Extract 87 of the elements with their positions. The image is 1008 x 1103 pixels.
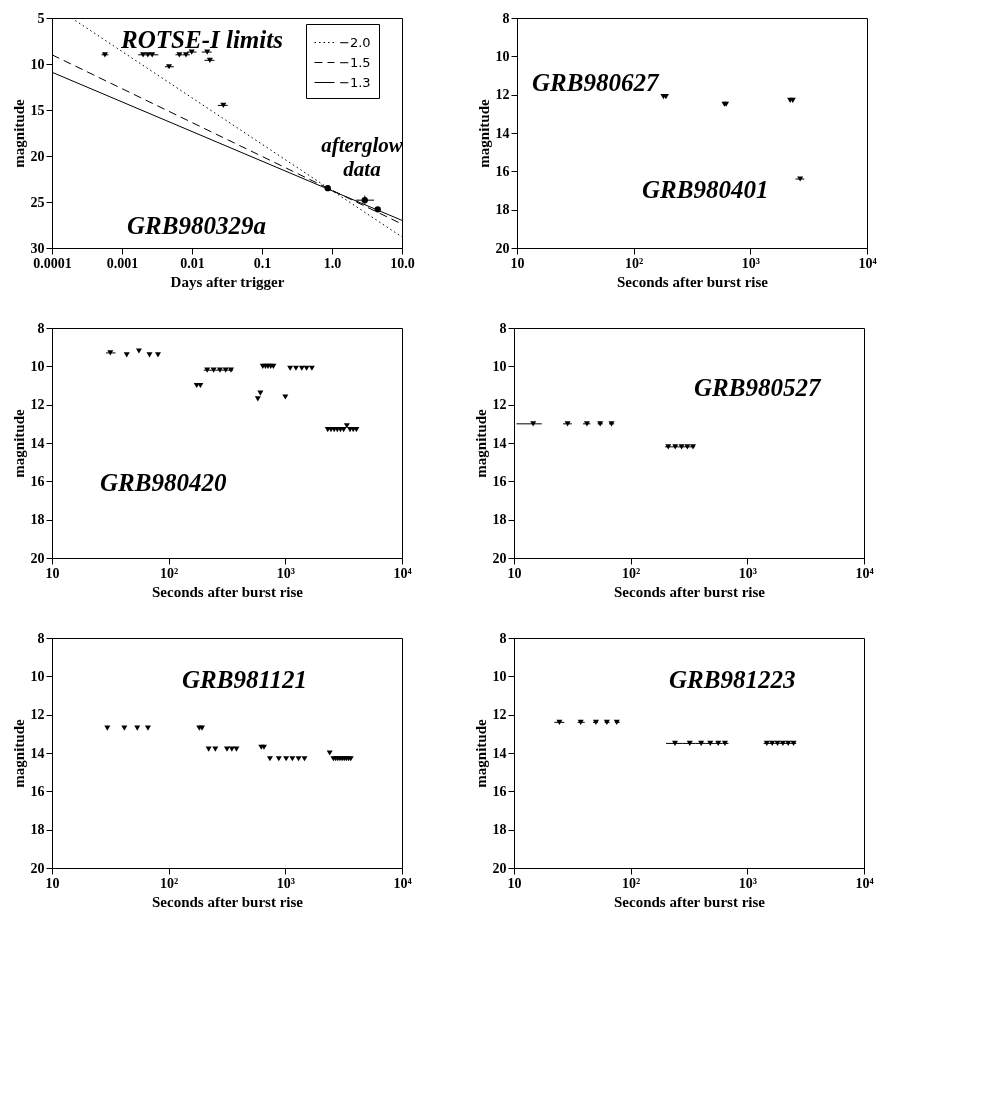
- y-tick-label: 20: [30, 550, 45, 566]
- x-tick-label: 10³: [276, 565, 295, 581]
- x-tick-label: 0.01: [180, 255, 205, 271]
- x-tick-label: 10⁴: [393, 875, 413, 891]
- x-tick-label: 0.001: [106, 255, 139, 271]
- x-tick-label: 10⁴: [858, 255, 878, 271]
- series-label: afterglow data: [321, 133, 404, 181]
- x-tick-label: 10³: [738, 875, 757, 891]
- x-axis-title: Seconds after burst rise: [614, 893, 766, 910]
- y-tick-label: 25: [30, 194, 45, 210]
- series-label: GRB980627: [532, 69, 660, 96]
- x-tick-label: 10⁴: [393, 565, 413, 581]
- y-tick-label: 20: [495, 240, 510, 256]
- text: GRB980420: [100, 469, 227, 496]
- legend-label: −1.3: [339, 74, 371, 90]
- series-label: ROTSE-I limits: [120, 26, 283, 53]
- x-tick-label: 10³: [738, 565, 757, 581]
- y-axis-title: magnitude: [10, 408, 27, 478]
- y-tick-label: 16: [492, 783, 507, 799]
- y-tick-label: 18: [30, 822, 45, 838]
- y-tick-label: 14: [30, 745, 45, 761]
- y-tick-label: 8: [499, 320, 507, 336]
- y-tick-label: 8: [37, 630, 45, 646]
- y-tick-label: 18: [492, 512, 507, 528]
- y-tick-label: 18: [495, 202, 510, 218]
- y-tick-label: 18: [30, 512, 45, 528]
- y-tick-label: 12: [492, 397, 507, 413]
- x-tick-label: 10.0: [390, 255, 415, 271]
- x-tick-label: 10²: [160, 875, 179, 891]
- y-tick-label: 14: [492, 435, 507, 451]
- y-tick-label: 14: [30, 435, 45, 451]
- x-tick-label: 10³: [276, 875, 295, 891]
- x-tick-label: 10: [510, 255, 525, 271]
- text: GRB980329a: [127, 212, 266, 239]
- x-axis-title: Seconds after burst rise: [614, 583, 766, 600]
- x-axis-title: Days after trigger: [170, 273, 285, 290]
- y-tick-label: 20: [492, 860, 507, 876]
- y-tick-label: 10: [30, 56, 45, 72]
- y-tick-label: 10: [30, 358, 45, 374]
- x-tick-label: 10²: [622, 875, 641, 891]
- y-tick-label: 20: [30, 860, 45, 876]
- y-tick-label: 16: [30, 783, 45, 799]
- y-tick-label: 12: [30, 707, 45, 723]
- x-axis-title: Seconds after burst rise: [152, 583, 304, 600]
- y-axis-title: magnitude: [475, 98, 492, 168]
- series-label: GRB980401: [642, 176, 769, 203]
- y-tick-label: 8: [502, 10, 510, 26]
- y-tick-label: 16: [30, 473, 45, 489]
- series-label: GRB980527: [694, 374, 822, 401]
- y-tick-label: 12: [492, 707, 507, 723]
- y-tick-label: 14: [492, 745, 507, 761]
- x-tick-label: 10⁴: [855, 875, 875, 891]
- x-tick-label: 0.0001: [33, 255, 72, 271]
- y-tick-label: 20: [30, 148, 45, 164]
- y-tick-label: 12: [495, 87, 510, 103]
- y-axis-title: magnitude: [472, 718, 489, 788]
- y-tick-label: 14: [495, 125, 510, 141]
- y-tick-label: 18: [492, 822, 507, 838]
- y-tick-label: 16: [492, 473, 507, 489]
- y-tick-label: 5: [37, 10, 45, 26]
- x-tick-label: 0.1: [253, 255, 272, 271]
- legend-label: −1.5: [339, 54, 371, 70]
- y-axis-title: magnitude: [472, 408, 489, 478]
- y-tick-label: 10: [495, 48, 510, 64]
- series-label: GRB981223: [669, 666, 796, 693]
- y-tick-label: 8: [37, 320, 45, 336]
- x-tick-label: 10²: [622, 565, 641, 581]
- y-axis-title: magnitude: [10, 718, 27, 788]
- y-tick-label: 8: [499, 630, 507, 646]
- x-tick-label: 10⁴: [855, 565, 875, 581]
- x-axis-title: Seconds after burst rise: [152, 893, 304, 910]
- y-tick-label: 16: [495, 163, 510, 179]
- y-tick-label: 10: [30, 668, 45, 684]
- x-tick-label: 10²: [160, 565, 179, 581]
- y-tick-label: 20: [492, 550, 507, 566]
- x-tick-label: 10³: [741, 255, 760, 271]
- legend-label: −2.0: [339, 34, 371, 50]
- series-label: GRB981121: [182, 666, 308, 693]
- y-tick-label: 12: [30, 397, 45, 413]
- y-tick-label: 15: [30, 102, 45, 118]
- y-tick-label: 10: [492, 358, 507, 374]
- x-tick-label: 1.0: [323, 255, 342, 271]
- y-axis-title: magnitude: [10, 98, 27, 168]
- y-tick-label: 10: [492, 668, 507, 684]
- x-tick-label: 10²: [625, 255, 644, 271]
- y-tick-label: 30: [30, 240, 45, 256]
- x-axis-title: Seconds after burst rise: [617, 273, 769, 290]
